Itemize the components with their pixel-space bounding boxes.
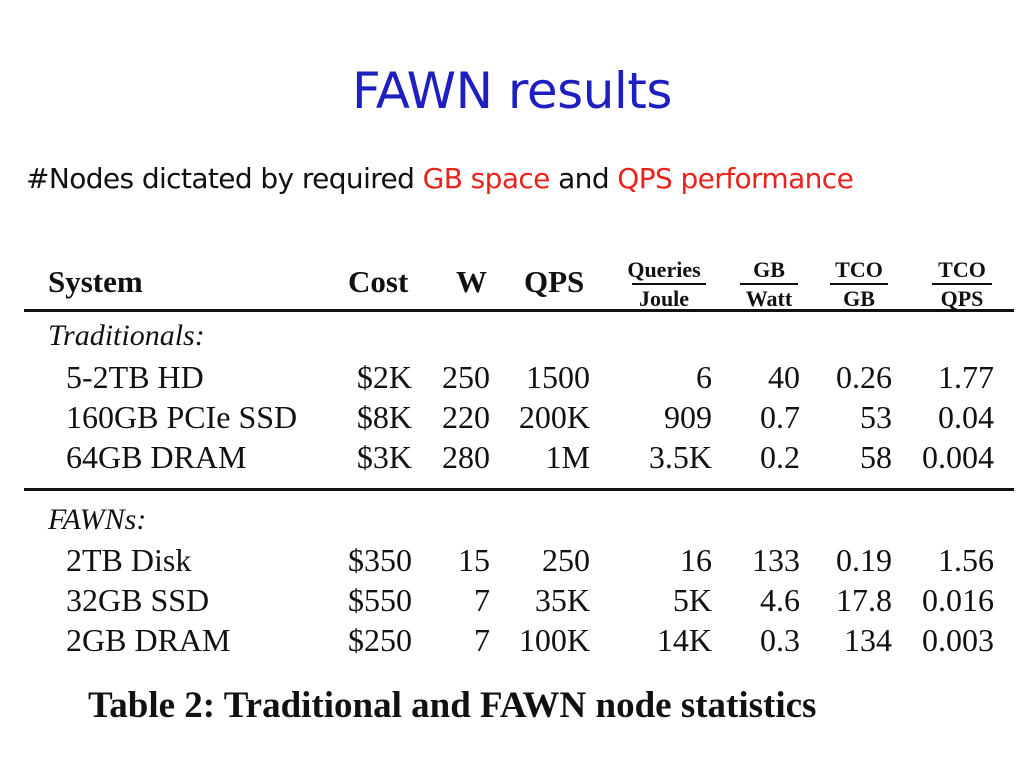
cell-system: 64GB DRAM bbox=[66, 439, 247, 475]
cell-tco-per-gb: 134 bbox=[844, 622, 892, 658]
cell-cost: $350 bbox=[348, 542, 412, 578]
cell-w: 15 bbox=[458, 542, 490, 578]
cell-w: 7 bbox=[474, 582, 490, 618]
cell-system: 32GB SSD bbox=[66, 582, 210, 618]
cell-qps: 1500 bbox=[526, 359, 590, 395]
cell-cost: $8K bbox=[356, 399, 412, 435]
header-queries-per-joule: Queries Joule bbox=[620, 258, 708, 311]
cell-cost: $2K bbox=[356, 359, 412, 395]
subtitle-highlight-qps-performance: QPS performance bbox=[617, 162, 854, 195]
cell-tco-per-gb: 53 bbox=[860, 399, 892, 435]
cell-system: 2TB Disk bbox=[66, 542, 192, 578]
header-tco-per-qps-numerator: TCO bbox=[938, 257, 986, 282]
cell-system: 160GB PCIe SSD bbox=[66, 399, 298, 435]
cell-cost: $550 bbox=[348, 582, 412, 618]
section-label-fawns: FAWNs: bbox=[48, 503, 147, 536]
header-queries-per-joule-numerator: Queries bbox=[627, 257, 701, 282]
header-w: W bbox=[456, 264, 487, 299]
header-tco-per-gb-numerator: TCO bbox=[835, 257, 883, 282]
cell-w: 220 bbox=[442, 399, 490, 435]
cell-tco-per-qps: 0.004 bbox=[922, 439, 994, 475]
cell-queries-per-joule: 3.5K bbox=[648, 439, 712, 475]
fraction-bar bbox=[830, 283, 888, 285]
header-cost: Cost bbox=[348, 264, 409, 299]
cell-queries-per-joule: 16 bbox=[680, 542, 712, 578]
cell-gb-per-watt: 4.6 bbox=[760, 582, 800, 618]
header-queries-per-joule-denominator: Joule bbox=[638, 286, 690, 311]
section-label-traditionals: Traditionals: bbox=[48, 319, 205, 352]
header-qps: QPS bbox=[524, 264, 585, 299]
subtitle-highlight-gb-space: GB space bbox=[422, 162, 551, 195]
cell-gb-per-watt: 133 bbox=[752, 542, 800, 578]
header-gb-per-watt-numerator: GB bbox=[753, 257, 785, 282]
cell-queries-per-joule: 6 bbox=[696, 359, 712, 395]
cell-w: 250 bbox=[442, 359, 490, 395]
header-rule bbox=[24, 309, 1014, 312]
cell-gb-per-watt: 0.3 bbox=[760, 622, 800, 658]
cell-queries-per-joule: 909 bbox=[664, 399, 712, 435]
cell-tco-per-qps: 0.04 bbox=[938, 399, 994, 435]
cell-qps: 35K bbox=[534, 582, 590, 618]
cell-system: 2GB DRAM bbox=[66, 622, 231, 658]
cell-cost: $250 bbox=[348, 622, 412, 658]
cell-w: 7 bbox=[474, 622, 490, 658]
header-system: System bbox=[48, 264, 143, 299]
fraction-bar bbox=[740, 283, 798, 285]
cell-tco-per-qps: 1.77 bbox=[938, 359, 994, 395]
header-gb-per-watt-denominator: Watt bbox=[745, 286, 793, 311]
cell-gb-per-watt: 0.7 bbox=[760, 399, 800, 435]
header-tco-per-qps: TCO QPS bbox=[932, 258, 992, 311]
cell-tco-per-gb: 0.19 bbox=[836, 542, 892, 578]
cell-tco-per-gb: 0.26 bbox=[836, 359, 892, 395]
fraction-bar bbox=[932, 283, 992, 285]
header-tco-per-gb: TCO GB bbox=[830, 258, 888, 311]
cell-tco-per-qps: 0.016 bbox=[922, 582, 994, 618]
section-rule bbox=[24, 488, 1014, 491]
cell-qps: 200K bbox=[518, 399, 590, 435]
cell-queries-per-joule: 5K bbox=[672, 582, 712, 618]
cell-queries-per-joule: 14K bbox=[656, 622, 712, 658]
header-gb-per-watt: GB Watt bbox=[740, 258, 798, 311]
fraction-bar bbox=[632, 283, 706, 285]
slide-title: FAWN results bbox=[352, 62, 672, 120]
cell-gb-per-watt: 0.2 bbox=[760, 439, 800, 475]
slide-subtitle: #Nodes dictated by required GB space and… bbox=[26, 162, 1016, 195]
cell-qps: 1M bbox=[545, 439, 590, 475]
cell-tco-per-qps: 0.003 bbox=[922, 622, 994, 658]
cell-tco-per-gb: 58 bbox=[860, 439, 892, 475]
cell-qps: 100K bbox=[518, 622, 590, 658]
cell-tco-per-qps: 1.56 bbox=[938, 542, 994, 578]
cell-tco-per-gb: 17.8 bbox=[836, 582, 892, 618]
subtitle-prefix: #Nodes dictated by required bbox=[26, 162, 423, 195]
cell-gb-per-watt: 40 bbox=[768, 359, 800, 395]
cell-qps: 250 bbox=[542, 542, 590, 578]
cell-w: 280 bbox=[442, 439, 490, 475]
cell-cost: $3K bbox=[356, 439, 412, 475]
subtitle-mid: and bbox=[549, 162, 618, 195]
header-tco-per-gb-denominator: GB bbox=[843, 286, 875, 311]
cell-system: 5-2TB HD bbox=[66, 359, 204, 395]
header-tco-per-qps-denominator: QPS bbox=[940, 286, 984, 311]
table-caption: Table 2: Traditional and FAWN node stati… bbox=[88, 685, 817, 726]
